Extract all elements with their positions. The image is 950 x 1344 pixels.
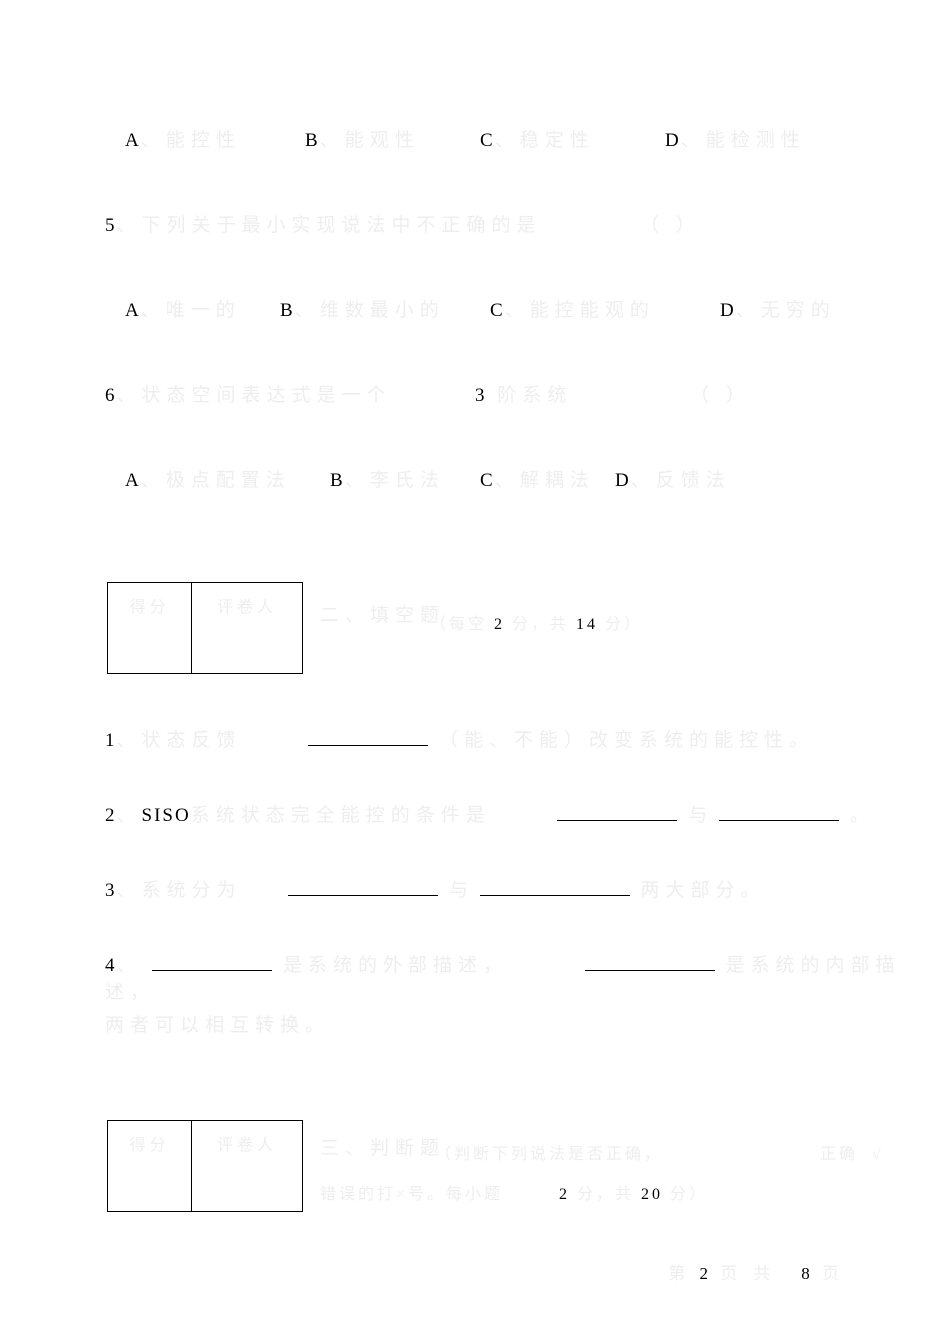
q5-opt-b-label: B xyxy=(280,300,295,321)
judge-pts-b: 20 xyxy=(641,1186,663,1203)
fill-q3-blank1[interactable] xyxy=(288,877,438,896)
fill-q1: 1、状态反馈 （能、不能）改变系统的能控性。 xyxy=(105,725,814,752)
q5-opt-c-label: C xyxy=(490,300,505,321)
section-judge-sub2: 错误的打×号。每小题 2 分，共 20 分） xyxy=(320,1180,708,1204)
fill-q1-num: 1 xyxy=(105,730,117,751)
q4-opt-b-label: B xyxy=(305,130,320,151)
q5-opt-d: D、无穷的 xyxy=(720,295,836,322)
section-fill-title: 二、填空题 xyxy=(320,600,445,627)
fill-q2-siso: SISO xyxy=(142,805,191,826)
q6-opt-b-label: B xyxy=(330,470,345,491)
q5-opt-a: A、唯一的 xyxy=(125,295,241,322)
score-box-fill-hd1: 得分 xyxy=(108,583,191,627)
fill-q4: 4、 是系统的外部描述， 是系统的内部描述， xyxy=(105,950,950,1004)
section-judge-sub1: （判断下列说法是否正确， xyxy=(435,1140,663,1164)
footer-total: 8 xyxy=(801,1264,814,1283)
fill-q2-blank2[interactable] xyxy=(719,802,839,821)
footer-cur: 2 xyxy=(700,1264,713,1283)
q4-opt-a-label: A xyxy=(125,130,141,151)
q4-opt-c-label: C xyxy=(480,130,495,151)
fill-q4-num: 4 xyxy=(105,955,117,976)
q4-opt-b: B、能观性 xyxy=(305,125,420,152)
q5-opt-d-label: D xyxy=(720,300,736,321)
q4-opt-d-label: D xyxy=(665,130,681,151)
judge-pts-a: 2 xyxy=(559,1186,570,1203)
q6-opt-c: C、解耦法 xyxy=(480,465,595,492)
score-box-fill-cell1 xyxy=(108,627,191,673)
q5-opt-a-label: A xyxy=(125,300,141,321)
q5-paren: （ ） xyxy=(640,210,701,237)
score-box-judge-cell2 xyxy=(192,1165,302,1211)
fill-pts-b: 14 xyxy=(576,616,598,633)
q6-stem-a: 6、状态空间表达式是一个 xyxy=(105,380,392,407)
score-box-judge: 得分 评卷人 xyxy=(107,1120,303,1212)
fill-pts-a: 2 xyxy=(494,616,505,633)
q6-opt-a: A、极点配置法 xyxy=(125,465,291,492)
fill-q2: 2、SISO系统状态完全能控的条件是 与 。 xyxy=(105,800,870,827)
fill-q4-blank2[interactable] xyxy=(585,952,715,971)
fill-q2-num: 2 xyxy=(105,805,117,826)
fill-q3-blank2[interactable] xyxy=(480,877,630,896)
q6-opt-d: D、反馈法 xyxy=(615,465,731,492)
q6-num: 6 xyxy=(105,385,117,406)
q6-opt-b: B、李氏法 xyxy=(330,465,445,492)
score-box-fill-cell2 xyxy=(192,627,302,673)
score-box-judge-hd2: 评卷人 xyxy=(192,1121,302,1165)
section-judge-title: 三、判断题 xyxy=(320,1133,445,1160)
q4-opt-c: C、稳定性 xyxy=(480,125,595,152)
fill-q4-blank1[interactable] xyxy=(152,952,272,971)
score-box-fill: 得分 评卷人 xyxy=(107,582,303,674)
fill-q4b: 两者可以相互转换。 xyxy=(105,1010,330,1037)
score-box-fill-hd2: 评卷人 xyxy=(192,583,302,627)
q5-num: 5 xyxy=(105,215,117,236)
q6-paren: （ ） xyxy=(690,380,751,407)
score-box-judge-cell1 xyxy=(108,1165,191,1211)
q6-opt-c-label: C xyxy=(480,470,495,491)
q5-opt-c: C、能控能观的 xyxy=(490,295,655,322)
q4-opt-d: D、能检测性 xyxy=(665,125,806,152)
fill-q3: 3、系统分为 与 两大部分。 xyxy=(105,875,766,902)
q4-opt-a: A、能控性 xyxy=(125,125,241,152)
score-box-judge-hd1: 得分 xyxy=(108,1121,191,1165)
q6-stem-b: 3 阶系统 xyxy=(475,380,572,407)
fill-q3-num: 3 xyxy=(105,880,117,901)
section-judge-sub1b: 正确 √ xyxy=(820,1140,884,1164)
q6-opt-d-label: D xyxy=(615,470,631,491)
fill-q1-blank[interactable] xyxy=(308,727,428,746)
q5-stem: 5、下列关于最小实现说法中不正确的是 xyxy=(105,210,542,237)
section-fill-sub: （每空 2 分，共 14 分） xyxy=(430,610,643,634)
fill-q2-blank1[interactable] xyxy=(557,802,677,821)
page-footer: 第 2 页 共 8 页 xyxy=(668,1259,845,1284)
q6-opt-a-label: A xyxy=(125,470,141,491)
q5-opt-b: B、维数最小的 xyxy=(280,295,445,322)
page: A、能控性 B、能观性 C、稳定性 D、能检测性 5、下列关于最小实现说法中不正… xyxy=(0,0,950,1344)
q6-mid: 3 xyxy=(475,385,487,406)
